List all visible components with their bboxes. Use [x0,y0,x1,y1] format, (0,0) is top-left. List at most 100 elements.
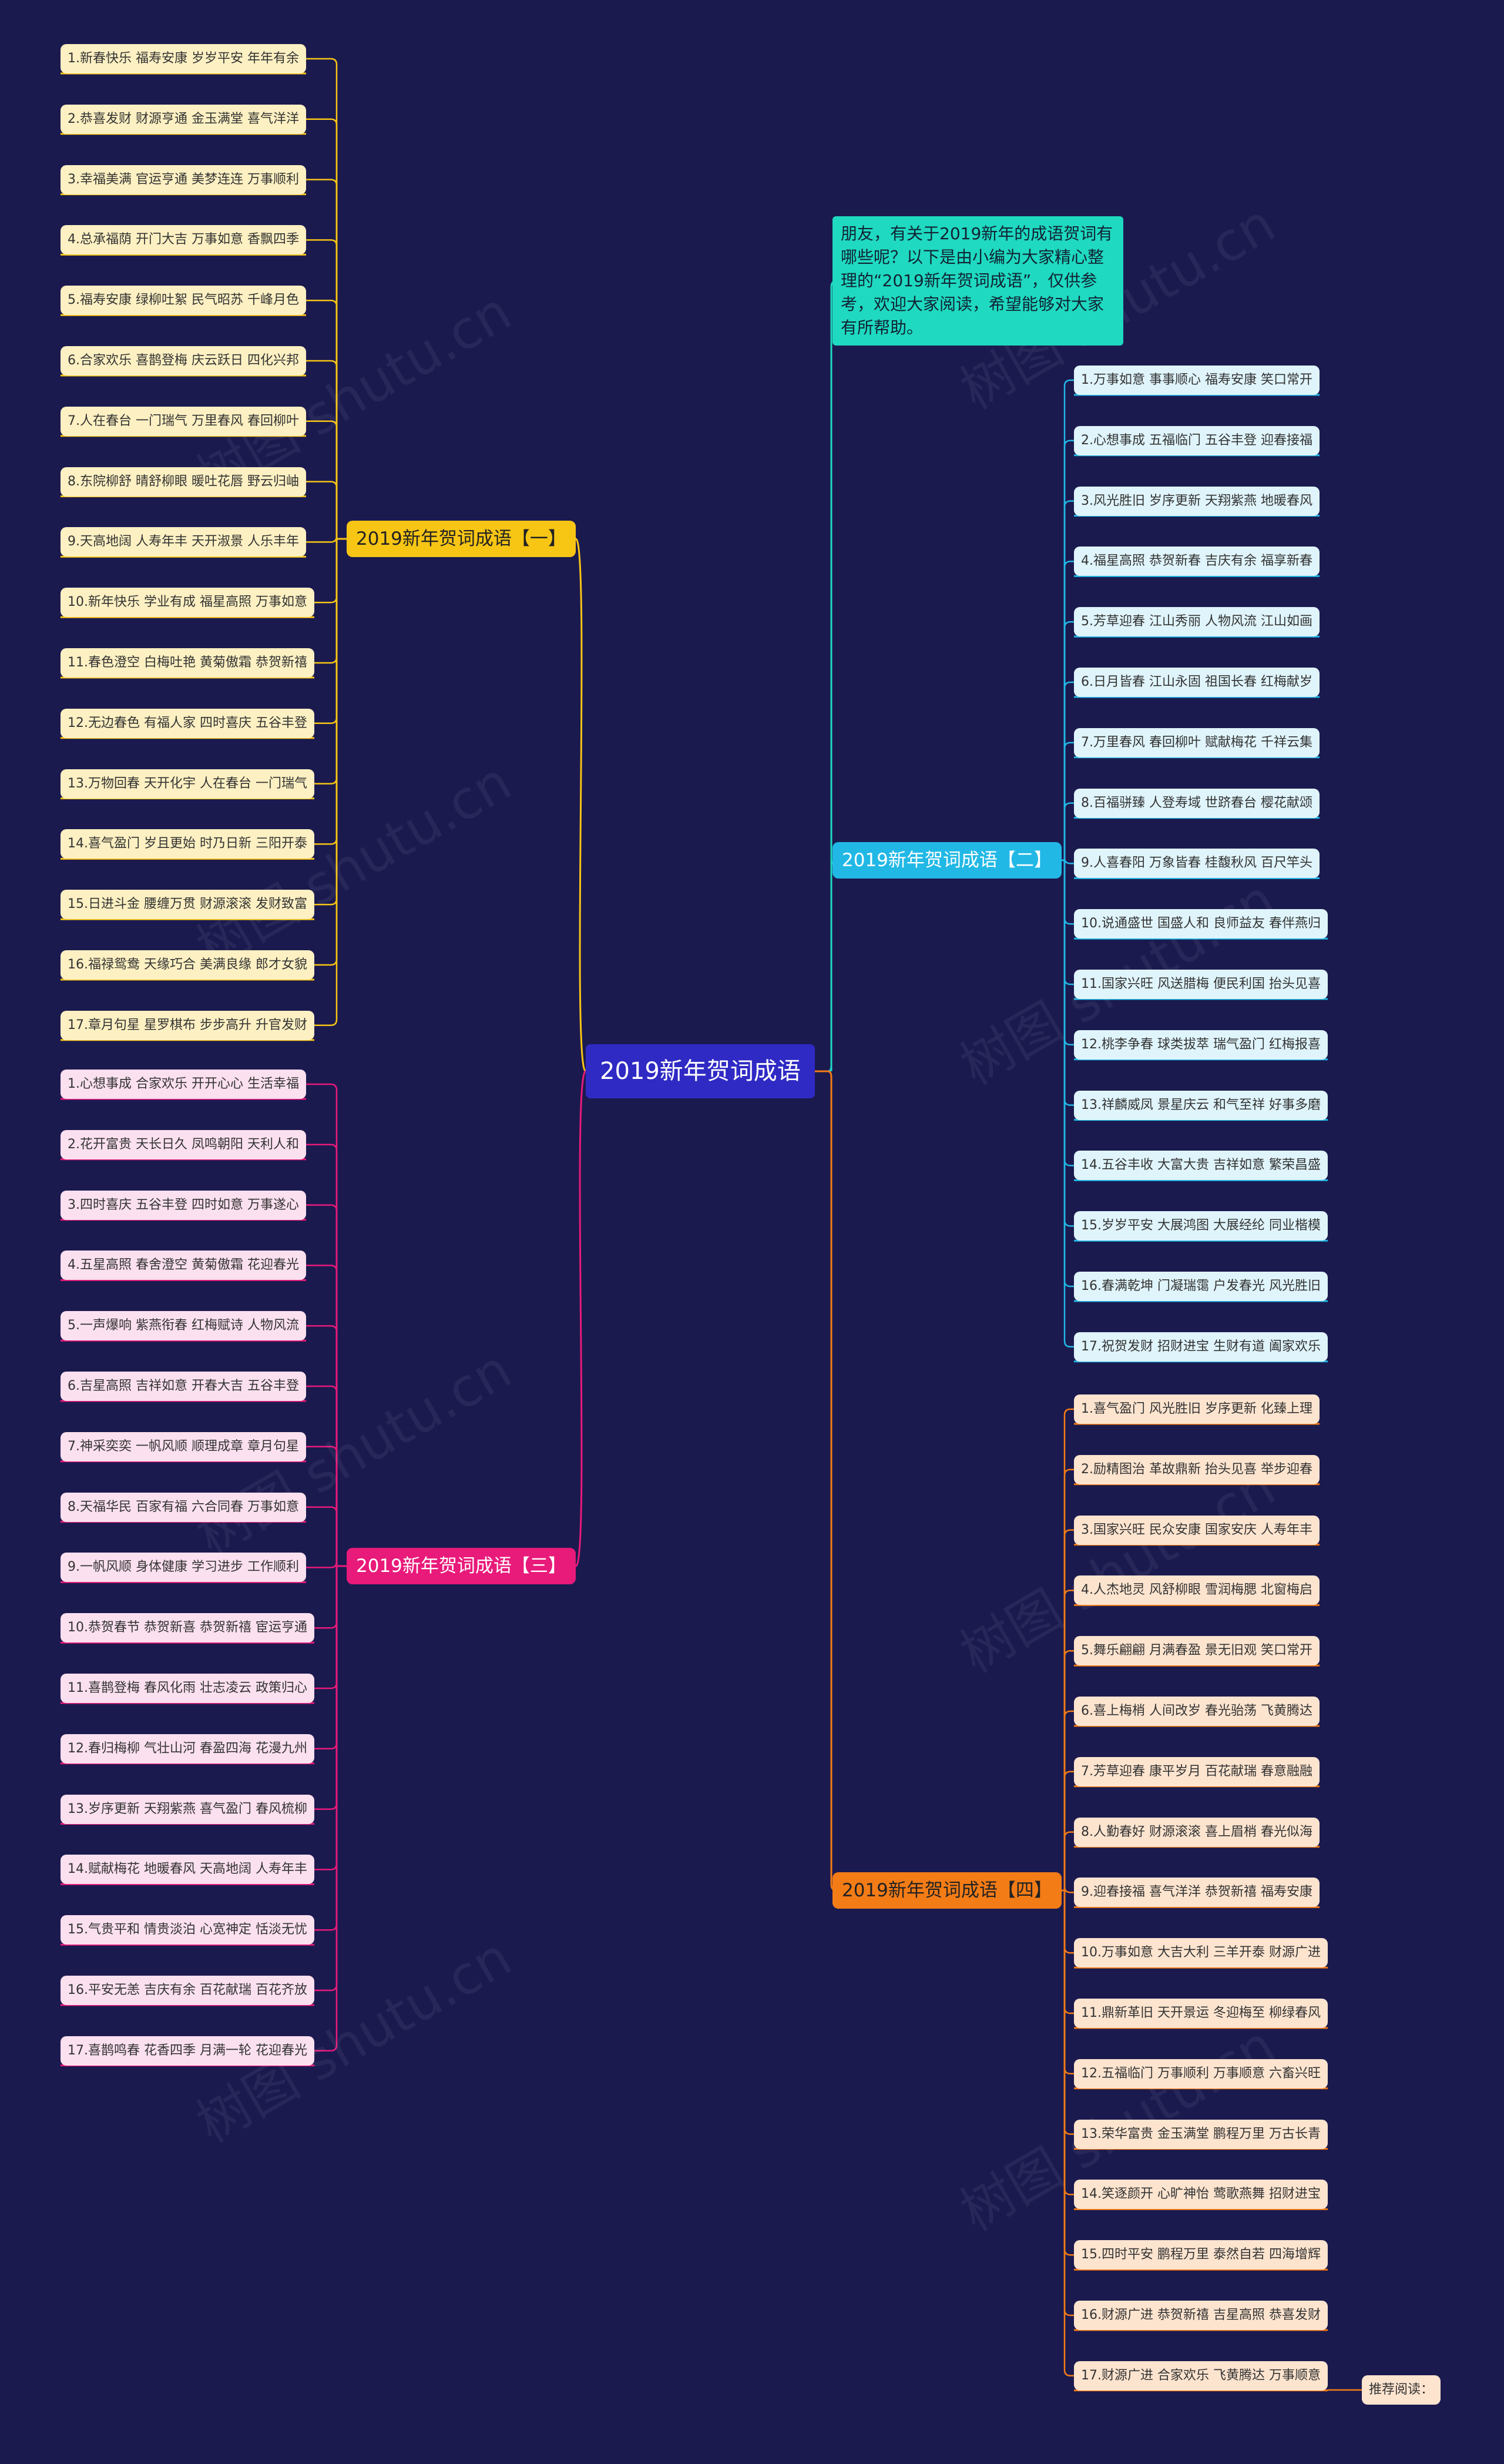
leaf-item[interactable]: 2.恭喜发财 财源亨通 金玉满堂 喜气洋洋 [61,104,306,134]
connector-line [314,539,338,785]
leaf-item[interactable]: 15.日进斗金 腰缠万贯 财源滚滚 发财致富 [61,890,314,920]
connector-line [1063,1650,1074,1890]
connector-line [306,1144,338,1566]
leaf-item[interactable]: 4.人杰地灵 风舒柳眼 雪润梅腮 北窗梅启 [1074,1575,1320,1605]
connector-line [306,536,338,543]
leaf-item[interactable]: 8.百福骈臻 人登寿域 世跻春台 樱花献颂 [1074,788,1320,818]
leaf-item[interactable]: 4.福星高照 恭贺新春 吉庆有余 福享新春 [1074,547,1320,576]
leaf-item[interactable]: 14.喜气盈门 岁且更始 时乃日新 三阳开泰 [61,829,314,859]
leaf-item[interactable]: 5.芳草迎春 江山秀丽 人物风流 江山如画 [1074,607,1320,637]
connector-line [314,1566,338,1629]
leaf-item[interactable]: 3.风光胜旧 岁序更新 天翔紫燕 地暖春风 [1074,486,1320,516]
leaf-item[interactable]: 14.笑逐颜开 心旷神怡 莺歌燕舞 招财进宝 [1074,2180,1328,2210]
connector-line [575,538,587,1072]
leaf-item[interactable]: 12.五福临门 万事顺利 万事顺意 六畜兴旺 [1074,2059,1328,2088]
leaf-item[interactable]: 17.章月句星 星罗棋布 步步高升 升官发财 [61,1010,314,1040]
leaf-item[interactable]: 3.幸福美满 官运亨通 美梦连连 万事顺利 [61,165,306,195]
leaf-item[interactable]: 14.五谷丰收 大富大贵 吉祥如意 繁荣昌盛 [1074,1151,1328,1181]
leaf-item[interactable]: 10.说通盛世 国盛人和 良师益友 春伴燕归 [1074,909,1328,939]
leaf-item[interactable]: 4.总承福荫 开门大吉 万事如意 香飘四季 [61,225,306,255]
leaf-item[interactable]: 5.舞乐翩翩 月满春盈 景无旧观 笑口常开 [1074,1636,1320,1666]
connector-line [575,1070,587,1567]
connector-line [306,299,338,539]
leaf-item[interactable]: 5.一声爆响 紫燕衔春 红梅赋诗 人物风流 [61,1311,306,1341]
leaf-item[interactable]: 6.合家欢乐 喜鹊登梅 庆云跃日 四化兴邦 [61,346,306,376]
branch-topic-2[interactable]: 2019新年贺词成语【二】 [832,842,1062,879]
connector-line [314,1566,338,1870]
leaf-item[interactable]: 8.人勤春好 财源滚滚 喜上眉梢 春光似海 [1074,1817,1320,1847]
leaf-item[interactable]: 13.荣华富贵 金玉满堂 鹏程万里 万古长青 [1074,2119,1328,2149]
leaf-item[interactable]: 7.万里春风 春回柳叶 赋献梅花 千祥云集 [1074,728,1320,757]
leaf-item[interactable]: 14.赋献梅花 地暖春风 天高地阔 人寿年丰 [61,1855,314,1885]
leaf-item[interactable]: 16.财源广进 恭贺新禧 吉星高照 恭喜发财 [1074,2301,1328,2330]
leaf-item[interactable]: 12.桃李争春 球类拔萃 瑞气盈门 红梅报喜 [1074,1030,1328,1060]
leaf-item[interactable]: 16.平安无恙 吉庆有余 百花献瑞 百花齐放 [61,1976,314,2005]
leaf-item[interactable]: 16.春满乾坤 门凝瑞霭 户发春光 风光胜旧 [1074,1272,1328,1301]
root-topic[interactable]: 2019新年贺词成语 [586,1044,815,1098]
leaf-item[interactable]: 1.心想事成 合家欢乐 开开心心 生活幸福 [61,1070,306,1099]
connector-line [1063,379,1074,860]
leaf-item[interactable]: 11.春色澄空 白梅吐艳 黄菊傲霜 恭贺新禧 [61,648,314,678]
leaf-item[interactable]: 11.鼎新革旧 天开景运 冬迎梅至 柳绿春风 [1074,1999,1328,2028]
leaf-item[interactable]: 3.四时喜庆 五谷丰登 四时如意 万事遂心 [61,1190,306,1220]
leaf-item[interactable]: 1.万事如意 事事顺心 福寿安康 笑口常开 [1074,366,1320,395]
leaf-item[interactable]: 2.花开富贵 天长日久 凤鸣朝阳 天利人和 [61,1129,306,1159]
leaf-item[interactable]: 8.东院柳舒 晴舒柳眼 暖吐花唇 野云归岫 [61,467,306,497]
leaf-item[interactable]: 17.财源广进 合家欢乐 飞黄腾达 万事顺意 [1074,2361,1328,2391]
leaf-item[interactable]: 2.励精图治 革故鼎新 抬头见喜 举步迎春 [1074,1454,1320,1484]
recommend-reading-node[interactable]: 推荐阅读： [1362,2375,1441,2405]
intro-note[interactable]: 朋友，有关于2019新年的成语贺词有哪些呢？以下是由小编为大家精心整理的“201… [832,216,1123,346]
leaf-item[interactable]: 15.岁岁平安 大展鸿图 大展经纶 同业楷模 [1074,1211,1328,1241]
leaf-item[interactable]: 9.人喜春阳 万象皆春 桂馥秋风 百尺竿头 [1074,849,1320,879]
connector-line [1063,1886,1074,1893]
leaf-item[interactable]: 11.喜鹊登梅 春风化雨 壮志凌云 政策归心 [61,1674,314,1703]
leaf-item[interactable]: 12.春归梅柳 气壮山河 春盈四海 花漫九州 [61,1734,314,1764]
leaf-item[interactable]: 8.天福华民 百家有福 六合同春 万事如意 [61,1492,306,1522]
leaf-item[interactable]: 17.喜鹊鸣春 花香四季 月满一轮 花迎春光 [61,2036,314,2066]
connector-line [306,481,338,539]
leaf-item[interactable]: 10.恭贺春节 恭贺新喜 恭贺新禧 宦运亨通 [61,1613,314,1643]
leaf-item[interactable]: 6.喜上梅梢 人间改岁 春光骀荡 飞黄腾达 [1074,1697,1320,1726]
connector-line [306,1325,338,1566]
branch-topic-4[interactable]: 2019新年贺词成语【四】 [832,1872,1062,1909]
leaf-item[interactable]: 16.福禄鸳鸯 天缘巧合 美满良缘 郎才女貌 [61,950,314,980]
leaf-item[interactable]: 7.人在春台 一门瑞气 万里春风 春回柳叶 [61,406,306,436]
leaf-item[interactable]: 6.吉星高照 吉祥如意 开春大吉 五谷丰登 [61,1372,306,1401]
leaf-item[interactable]: 9.一帆风顺 身体健康 学习进步 工作顺利 [61,1553,306,1583]
connector-line [1063,860,1074,925]
leaf-item[interactable]: 11.国家兴旺 风送腊梅 便民利国 抬头见喜 [1074,970,1328,999]
leaf-item[interactable]: 9.迎春接福 喜气洋洋 恭贺新禧 福寿安康 [1074,1878,1320,1907]
leaf-item[interactable]: 13.万物回春 天开化宇 人在春台 一门瑞气 [61,769,314,799]
leaf-item[interactable]: 13.祥麟威凤 景星庆云 和气至祥 好事多磨 [1074,1090,1328,1120]
leaf-item[interactable]: 3.国家兴旺 民众安康 国家安庆 人寿年丰 [1074,1515,1320,1545]
leaf-item[interactable]: 9.天高地阔 人寿年丰 天开淑景 人乐丰年 [61,527,306,557]
connector-line [1063,1529,1074,1890]
leaf-item[interactable]: 2.心想事成 五福临门 五谷丰登 迎春接福 [1074,425,1320,455]
leaf-item[interactable]: 1.新春快乐 福寿安康 岁岁平安 年年有余 [61,44,306,73]
connector-line [306,1083,338,1566]
leaf-item[interactable]: 10.新年快乐 学业有成 福星高照 万事如意 [61,588,314,618]
connector-line [1063,1890,1074,1954]
connector-line [314,1566,338,1992]
branch-topic-1[interactable]: 2019新年贺词成语【一】 [347,521,576,557]
leaf-item[interactable]: 10.万事如意 大吉大利 三羊开泰 财源广进 [1074,1938,1328,1968]
leaf-item[interactable]: 13.岁序更新 天翔紫燕 喜气盈门 春风梳柳 [61,1794,314,1824]
leaf-item[interactable]: 12.无边春色 有福人家 四时喜庆 五谷丰登 [61,708,314,738]
connector-line [1063,561,1074,860]
leaf-item[interactable]: 4.五星高照 春舍澄空 黄菊傲霜 花迎春光 [61,1251,306,1280]
connector-line [1063,860,1074,1166]
leaf-item[interactable]: 6.日月皆春 江山永固 祖国长春 红梅献岁 [1074,668,1320,697]
leaf-item[interactable]: 15.气贵平和 情贵淡泊 心宽神定 恬淡无忧 [61,1915,314,1945]
connector-line [1063,681,1074,860]
leaf-item[interactable]: 15.四时平安 鹏程万里 泰然自若 四海增辉 [1074,2240,1328,2270]
connector-line [1063,1469,1074,1890]
leaf-item[interactable]: 7.神采奕奕 一帆风顺 顺理成章 章月句星 [61,1432,306,1461]
leaf-item[interactable]: 5.福寿安康 绿柳吐絮 民气昭苏 千峰月色 [61,286,306,316]
leaf-item[interactable]: 7.芳草迎春 康平岁月 百花献瑞 春意融融 [1074,1756,1320,1786]
leaf-item[interactable]: 1.喜气盈门 风光胜旧 岁序更新 化臻上理 [1074,1394,1320,1424]
connector-line [314,539,338,604]
connector-line [1063,1890,1074,2317]
branch-topic-3[interactable]: 2019新年贺词成语【三】 [347,1548,576,1584]
connector-line [830,280,838,1071]
leaf-item[interactable]: 17.祝贺发财 招财进宝 生财有道 阖家欢乐 [1074,1332,1328,1362]
